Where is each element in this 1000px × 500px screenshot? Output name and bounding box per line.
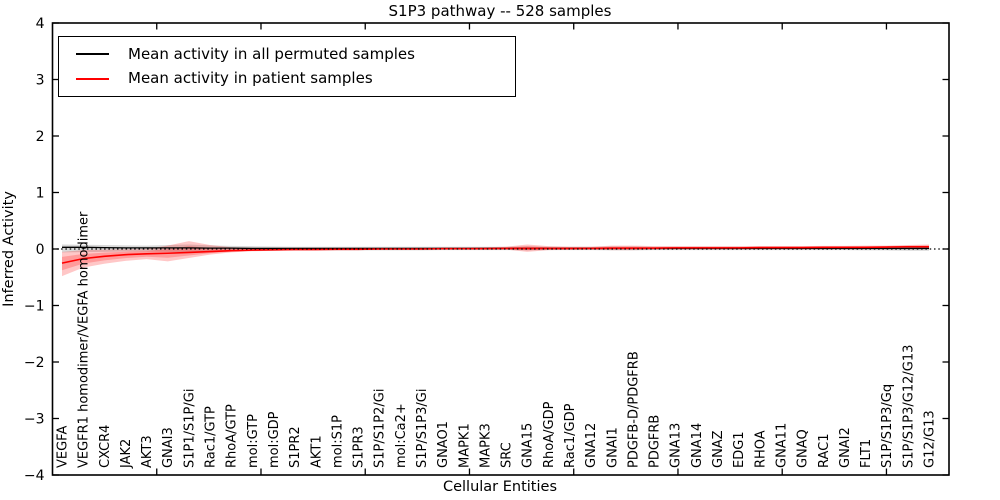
x-tick-label: Rac1/GDP (563, 403, 578, 468)
x-tick-label: Rac1/GTP (204, 406, 219, 468)
x-tick-label: G12/G13 (923, 410, 938, 468)
x-tick-label: RHOA (753, 430, 768, 468)
x-tick-label: GNA13 (669, 423, 684, 468)
x-tick-label: mol:Ca2+ (394, 403, 409, 468)
y-tick-label: −2 (24, 355, 45, 371)
x-axis-label: Cellular Entities (442, 479, 558, 495)
x-tick-label: CXCR4 (98, 425, 113, 468)
x-tick-label: JAK2 (119, 439, 134, 469)
x-tick-label: FLT1 (859, 439, 874, 468)
chart-title: S1P3 pathway -- 528 samples (388, 2, 612, 20)
legend-label-permuted: Mean activity in all permuted samples (128, 44, 415, 63)
y-tick-label: −1 (24, 299, 45, 315)
permuted-line-swatch (76, 53, 109, 56)
y-tick-label: 3 (36, 73, 45, 89)
x-tick-label: GNAI1 (605, 427, 620, 468)
x-tick-label: AKT1 (309, 435, 324, 468)
x-tick-label: GNAO1 (436, 421, 451, 468)
x-tick-label: MAPK3 (478, 423, 493, 468)
x-tick-label: S1PR3 (352, 426, 367, 468)
y-tick-label: −3 (24, 412, 45, 428)
x-tick-label: AKT3 (140, 435, 155, 468)
x-tick-label: PDGFRB (648, 415, 663, 468)
x-tick-label: RhoA/GDP (542, 401, 557, 468)
x-tick-label: S1P/S1P3/Gi (415, 389, 430, 468)
x-tick-label: RhoA/GTP (225, 404, 240, 468)
x-tick-label: S1P1/S1P/Gi (182, 389, 197, 468)
x-tick-label: GNAI3 (161, 427, 176, 468)
y-axis-label: Inferred Activity (1, 191, 17, 307)
x-tick-label: RAC1 (817, 433, 832, 468)
x-tick-label: MAPK1 (457, 423, 472, 468)
x-tick-label: S1P/S1P2/Gi (373, 389, 388, 468)
x-tick-label: S1P/S1P3/G12/G13 (901, 345, 916, 468)
x-tick-label: GNAI2 (838, 427, 853, 468)
patient-line-swatch (76, 77, 109, 80)
y-tick-label: 2 (36, 129, 45, 145)
y-tick-label: 0 (36, 242, 45, 258)
x-tick-label: GNA15 (521, 423, 536, 468)
patient-band-outer (62, 241, 929, 277)
x-tick-label: GNA12 (584, 423, 599, 468)
x-tick-label: VEGFR1 homodimer/VEGFA homodimer (77, 211, 92, 468)
x-tick-label: GNA11 (774, 423, 789, 468)
x-tick-label: mol:GTP (246, 414, 261, 468)
x-tick-label: mol:GDP (267, 411, 282, 468)
x-tick-label: PDGFB-D/PDGFRB (626, 351, 641, 468)
legend-label-patient: Mean activity in patient samples (128, 69, 373, 88)
x-tick-label: GNAQ (796, 429, 811, 468)
x-tick-label: VEGFA (56, 426, 71, 468)
y-tick-label: 1 (36, 186, 45, 202)
legend: Mean activity in all permuted samples Me… (58, 36, 516, 97)
y-tick-label: −4 (24, 468, 45, 484)
y-tick-label: 4 (36, 16, 45, 32)
x-tick-label: SRC (500, 442, 515, 468)
legend-item-permuted: Mean activity in all permuted samples (76, 44, 515, 63)
x-tick-label: GNAZ (711, 430, 726, 468)
x-tick-label: S1PR2 (288, 426, 303, 468)
legend-item-patient: Mean activity in patient samples (76, 71, 515, 86)
x-tick-label: GNA14 (690, 423, 705, 468)
x-tick-label: S1P/S1P3/Gq (880, 384, 895, 468)
x-tick-label: mol:S1P (330, 415, 345, 468)
x-tick-label: EDG1 (732, 431, 747, 468)
